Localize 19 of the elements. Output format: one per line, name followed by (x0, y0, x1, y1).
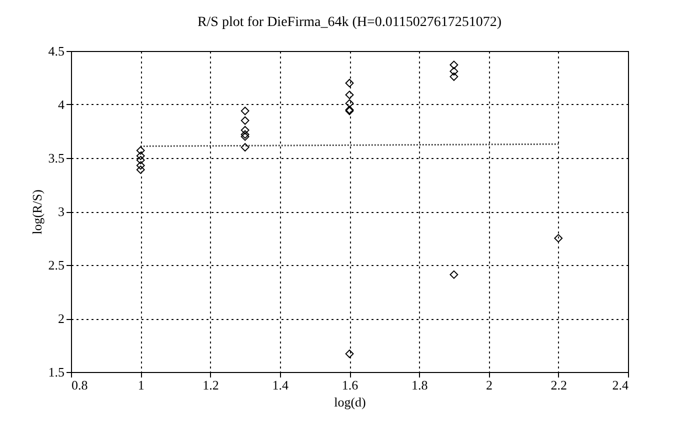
x-tick-label: 1.4 (272, 378, 289, 392)
x-axis-title: log(d) (334, 394, 366, 410)
chart-title: R/S plot for DieFirma_64k (H=0.0115027617251072) (197, 15, 502, 30)
x-tick-label: 2.4 (612, 378, 629, 392)
y-tick-label: 4 (58, 97, 65, 112)
y-tick-label: 4.5 (48, 44, 64, 58)
y-tick-label: 3 (58, 204, 64, 219)
x-tick-label: 1 (138, 378, 144, 392)
x-tick-label: 1.8 (412, 378, 428, 392)
x-tick-label: 2 (486, 378, 492, 392)
y-tick-label: 2.5 (48, 258, 64, 272)
x-tick-label: 1.2 (202, 378, 219, 392)
y-tick-label: 3.5 (48, 150, 64, 166)
x-tick-label: 2.2 (550, 378, 567, 392)
x-tick-label: 1.6 (342, 378, 359, 392)
y-axis-title: log(R/S) (29, 190, 44, 234)
x-tick-label: 0.8 (72, 378, 88, 392)
y-tick-label: 1.5 (48, 364, 64, 380)
y-tick-label: 2 (58, 311, 64, 326)
